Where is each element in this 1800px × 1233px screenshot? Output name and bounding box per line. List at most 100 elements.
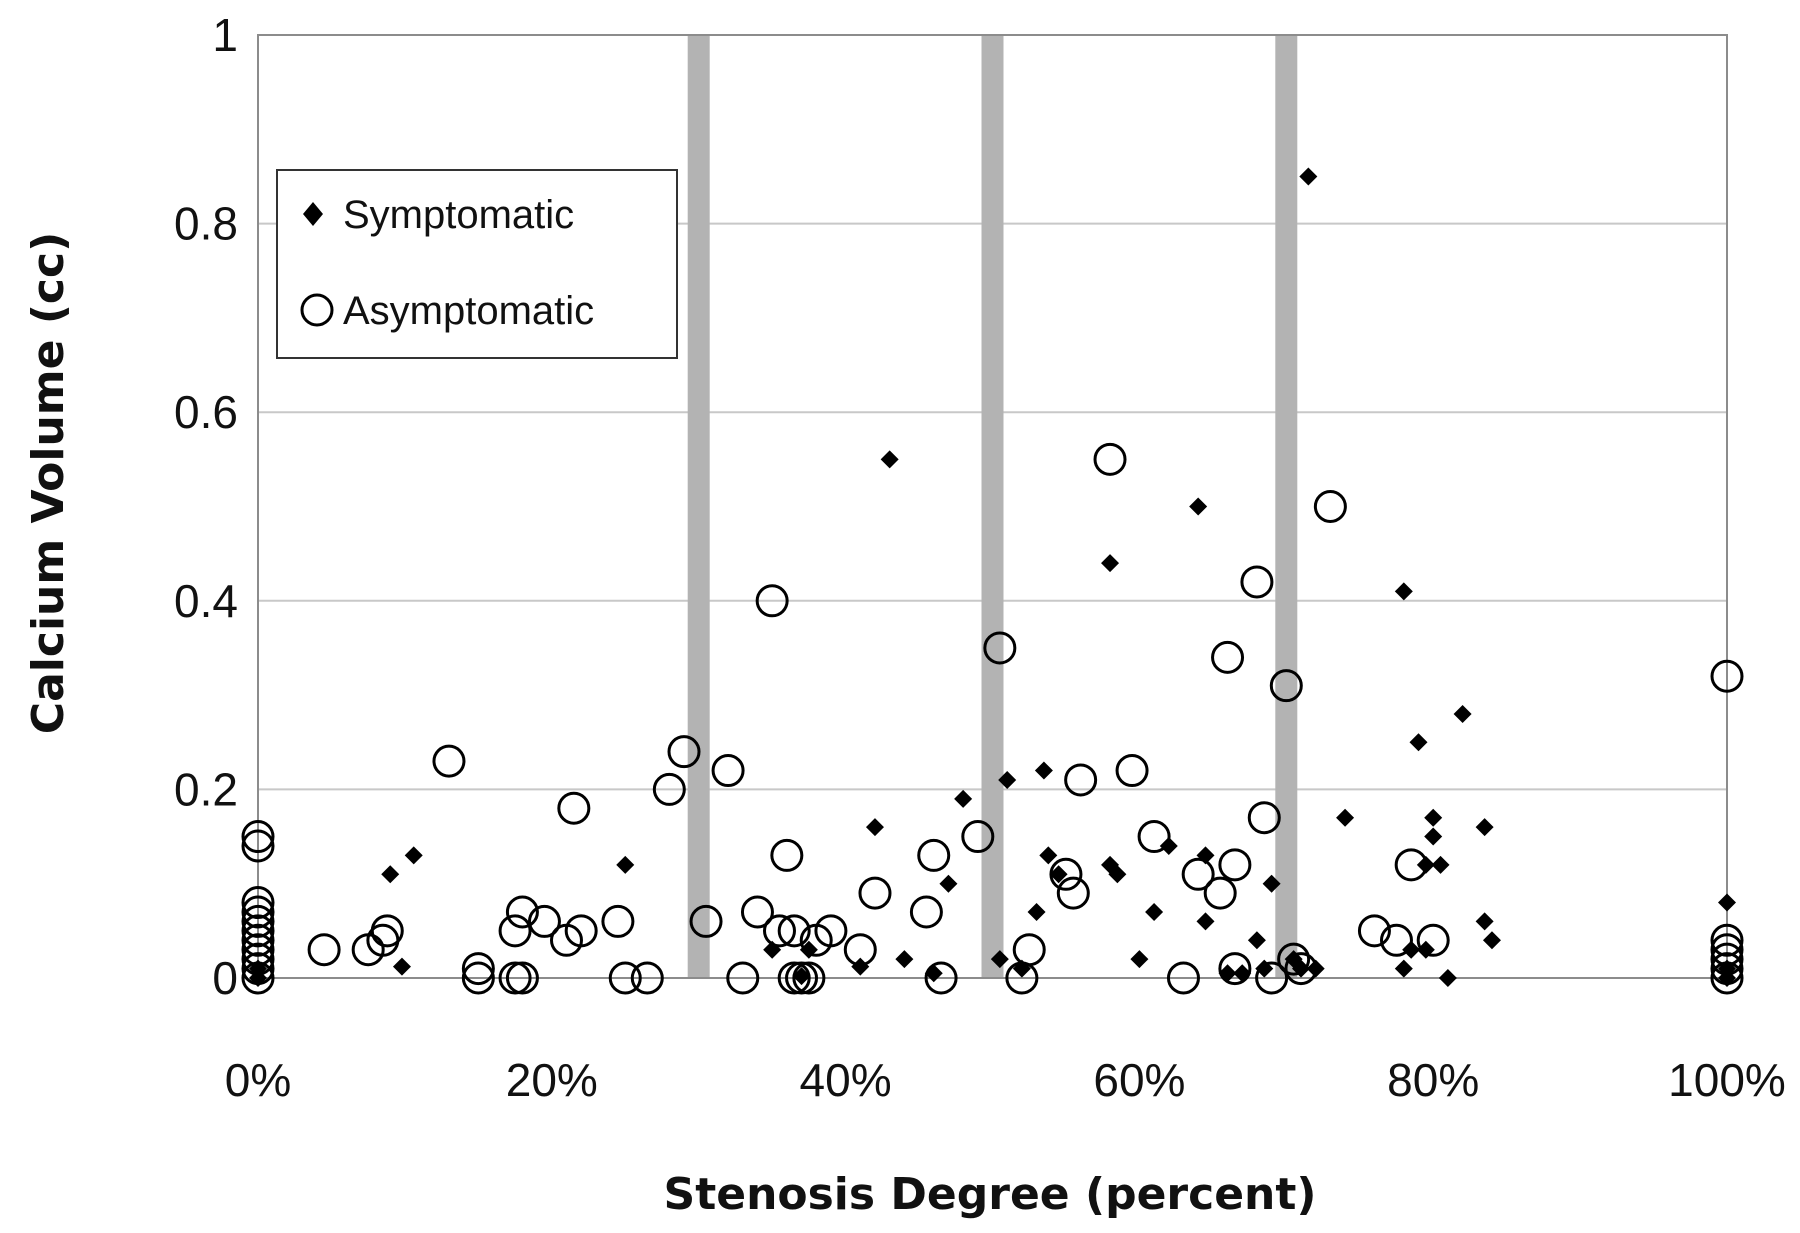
threshold-bar — [981, 35, 1004, 978]
legend-asymptomatic-label: Asymptomatic — [343, 289, 594, 333]
asymptomatic-point — [432, 744, 466, 778]
asymptomatic-point — [1416, 923, 1450, 957]
asymptomatic-point — [1710, 659, 1744, 693]
symptomatic-point — [404, 846, 423, 865]
symptomatic-point — [1431, 855, 1450, 874]
symptomatic-point — [1291, 959, 1310, 978]
asymptomatic-point — [792, 961, 826, 995]
legend: Symptomatic Asymptomatic — [276, 169, 678, 359]
asymptomatic-point — [740, 895, 774, 929]
symptomatic-point — [1299, 167, 1318, 186]
x-tick-label: 20% — [506, 1054, 598, 1106]
asymptomatic-point — [770, 838, 804, 872]
symptomatic-point — [1424, 808, 1443, 827]
threshold-bar — [687, 35, 710, 978]
asymptomatic-point — [777, 961, 811, 995]
asymptomatic-point — [917, 838, 951, 872]
asymptomatic-point — [241, 923, 275, 957]
symptomatic-point — [1438, 969, 1457, 987]
symptomatic-point — [1108, 865, 1127, 884]
asymptomatic-point — [1240, 565, 1274, 599]
y-tick-label: 0.4 — [174, 575, 238, 627]
symptomatic-point — [1034, 761, 1053, 780]
symptomatic-point — [1475, 912, 1494, 931]
asymptomatic-point — [1247, 801, 1281, 835]
asymptomatic-point — [241, 829, 275, 863]
symptomatic-point — [1145, 902, 1164, 921]
symptomatic-point — [1475, 818, 1494, 837]
asymptomatic-point — [689, 904, 723, 938]
y-tick-label: 0.2 — [174, 763, 238, 815]
asymptomatic-point — [1064, 763, 1098, 797]
symptomatic-point — [1394, 582, 1413, 601]
legend-asymptomatic-marker — [300, 293, 334, 327]
y-tick-label: 0.8 — [174, 198, 238, 250]
asymptomatic-point — [726, 961, 760, 995]
asymptomatic-point — [983, 631, 1017, 665]
symptomatic-point — [763, 940, 782, 959]
x-tick-label: 100% — [1668, 1054, 1786, 1106]
x-axis-title: Stenosis Degree (percent) — [664, 1169, 1317, 1220]
asymptomatic-point — [1710, 923, 1744, 957]
symptomatic-point — [1189, 497, 1208, 516]
asymptomatic-point — [498, 961, 532, 995]
symptomatic-point — [1394, 959, 1413, 978]
asymptomatic-point — [1269, 669, 1303, 703]
symptomatic-point — [939, 874, 958, 893]
symptomatic-point — [616, 855, 635, 874]
asymptomatic-point — [1357, 914, 1391, 948]
asymptomatic-point — [241, 895, 275, 929]
asymptomatic-point — [1137, 820, 1171, 854]
asymptomatic-point — [762, 914, 796, 948]
x-tick-label: 60% — [1093, 1054, 1185, 1106]
symptomatic-point — [1130, 950, 1149, 969]
asymptomatic-point — [608, 961, 642, 995]
asymptomatic-point — [1379, 923, 1413, 957]
symptomatic-point — [865, 818, 884, 837]
symptomatic-point — [1027, 902, 1046, 921]
asymptomatic-point — [557, 791, 591, 825]
symptomatic-point — [1012, 959, 1031, 978]
symptomatic-point — [954, 789, 973, 808]
asymptomatic-point — [858, 876, 892, 910]
asymptomatic-point — [652, 772, 686, 806]
asymptomatic-point — [601, 904, 635, 938]
symptomatic-point — [1039, 846, 1058, 865]
asymptomatic-point — [505, 961, 539, 995]
symptomatic-point — [1718, 969, 1736, 987]
y-tick-label: 0.6 — [174, 386, 238, 438]
asymptomatic-point — [307, 933, 341, 967]
symptomatic-point — [1416, 940, 1435, 959]
asymptomatic-point — [461, 961, 495, 995]
symptomatic-point — [1336, 808, 1355, 827]
threshold-bar — [1275, 35, 1298, 978]
data-points — [241, 167, 1744, 995]
asymptomatic-point — [241, 886, 275, 920]
symptomatic-point — [799, 940, 818, 959]
asymptomatic-point — [1218, 848, 1252, 882]
symptomatic-point — [851, 957, 870, 976]
asymptomatic-point — [370, 914, 404, 948]
symptomatic-point — [249, 959, 267, 978]
asymptomatic-point — [241, 904, 275, 938]
asymptomatic-point — [1277, 942, 1311, 976]
symptomatic-point — [998, 770, 1017, 789]
symptomatic-point — [1255, 959, 1274, 978]
asymptomatic-point — [527, 904, 561, 938]
symptomatic-point — [880, 450, 899, 469]
asymptomatic-point — [1313, 490, 1347, 523]
asymptomatic-point — [498, 914, 532, 948]
y-axis-title: Calcium Volume (cc) — [23, 232, 74, 734]
asymptomatic-point — [630, 961, 664, 995]
symptomatic-point — [392, 957, 411, 976]
symptomatic-point — [1409, 733, 1428, 752]
asymptomatic-point — [961, 820, 995, 854]
asymptomatic-point — [241, 820, 275, 854]
asymptomatic-point — [1203, 876, 1237, 910]
symptomatic-point — [1196, 846, 1215, 865]
x-tick-label: 80% — [1387, 1054, 1479, 1106]
threshold-bars — [687, 35, 1298, 978]
asymptomatic-point — [1115, 754, 1149, 788]
symptomatic-point — [895, 950, 914, 969]
